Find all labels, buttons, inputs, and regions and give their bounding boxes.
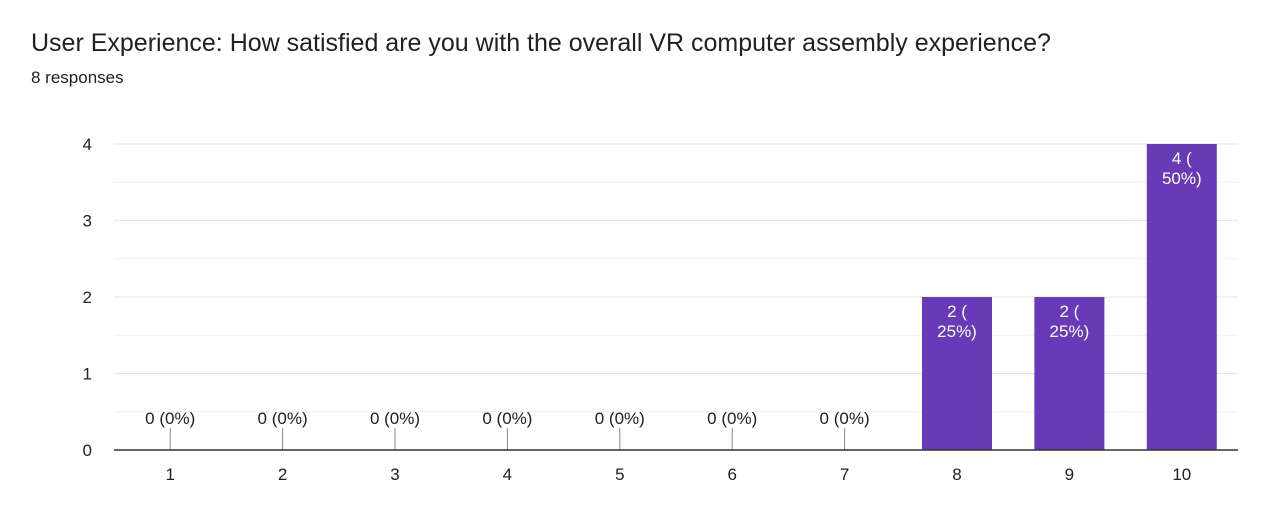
x-tick-label: 7 bbox=[840, 465, 849, 484]
data-label: 25%) bbox=[937, 322, 977, 341]
x-tick-label: 4 bbox=[503, 465, 512, 484]
bars bbox=[169, 144, 1217, 450]
data-label: 0 (0%) bbox=[258, 409, 308, 428]
y-axis-ticks: 0 1 2 3 4 bbox=[83, 135, 92, 460]
data-label: 0 (0%) bbox=[595, 409, 645, 428]
question-title: User Experience: How satisfied are you w… bbox=[31, 29, 1051, 57]
bar bbox=[1146, 144, 1217, 450]
x-axis-ticks: 1 2 3 4 5 6 7 8 9 10 bbox=[165, 465, 1191, 484]
x-tick-label: 9 bbox=[1065, 465, 1074, 484]
y-tick-label: 3 bbox=[83, 212, 92, 231]
data-label: 0 (0%) bbox=[820, 409, 870, 428]
bar bbox=[1034, 297, 1105, 450]
x-tick-label: 8 bbox=[952, 465, 961, 484]
data-label: 4 ( bbox=[1172, 149, 1192, 168]
x-tick-label: 5 bbox=[615, 465, 624, 484]
x-tick-label: 6 bbox=[727, 465, 736, 484]
x-tick-label: 10 bbox=[1172, 465, 1191, 484]
bar bbox=[922, 297, 992, 450]
data-label: 50%) bbox=[1162, 169, 1202, 188]
data-label: 0 (0%) bbox=[707, 409, 757, 428]
y-tick-label: 1 bbox=[83, 365, 92, 384]
data-label: 2 ( bbox=[1059, 302, 1079, 321]
y-tick-label: 0 bbox=[83, 441, 92, 460]
data-label: 0 (0%) bbox=[370, 409, 420, 428]
data-label: 0 (0%) bbox=[145, 409, 195, 428]
data-label: 25%) bbox=[1050, 322, 1090, 341]
y-tick-label: 4 bbox=[83, 135, 92, 154]
response-count: 8 responses bbox=[31, 68, 124, 87]
data-label: 0 (0%) bbox=[482, 409, 532, 428]
y-tick-label: 2 bbox=[83, 288, 92, 307]
x-tick-label: 1 bbox=[165, 465, 174, 484]
x-tick-label: 3 bbox=[390, 465, 399, 484]
data-label: 2 ( bbox=[947, 302, 967, 321]
data-labels: 0 (0%) 0 (0%) 0 (0%) 0 (0%) 0 (0%) 0 (0%) 0 (0… bbox=[145, 149, 1201, 428]
x-tick-label: 2 bbox=[278, 465, 287, 484]
